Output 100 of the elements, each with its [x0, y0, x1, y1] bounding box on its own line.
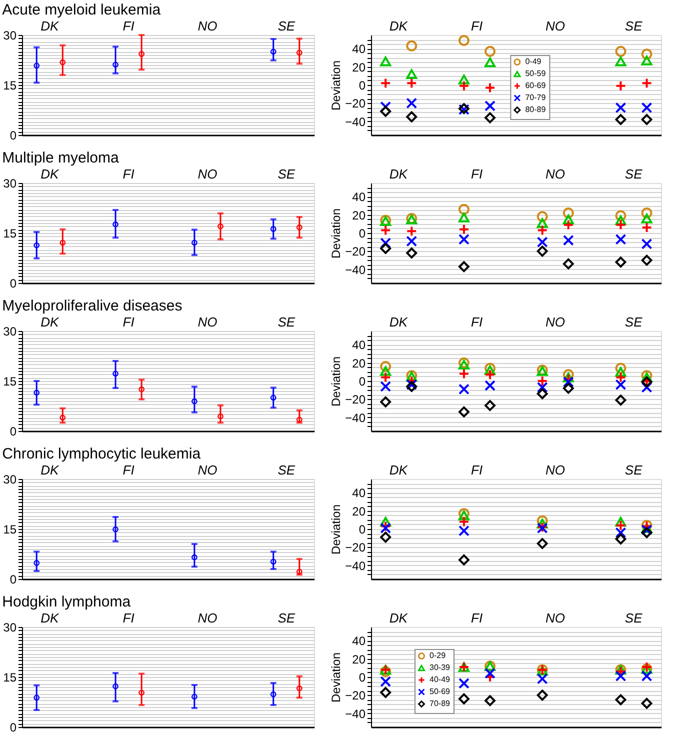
x-tick-label: SE: [278, 166, 296, 182]
x-tick-label: FI: [471, 166, 483, 182]
x-tick-label: NO: [545, 166, 565, 182]
y-tick-label: 0: [10, 720, 17, 734]
x-tick-label: NO: [545, 462, 565, 478]
x-tick-label: NO: [545, 314, 565, 330]
y-tick-label: 40: [352, 634, 366, 648]
y-tick-label: 15: [3, 78, 17, 92]
x-tick-label: FI: [471, 610, 483, 626]
y-tick-label: −20: [345, 688, 366, 703]
x-tick-label: FI: [122, 314, 135, 330]
legend-label: 50-59: [525, 69, 546, 78]
legend-label: 70-89: [430, 699, 451, 708]
x-tick-label: FI: [471, 314, 483, 330]
y-axis-title: Deviation: [329, 356, 344, 407]
x-tick-label: DK: [40, 610, 60, 626]
y-axis-title: Deviation: [329, 208, 344, 259]
x-tick-label: DK: [389, 314, 409, 330]
y-tick-label: 0: [358, 374, 366, 388]
legend-label: 30-39: [430, 663, 451, 672]
y-tick-label: 15: [3, 522, 17, 536]
chart-title: Hodgkin lymphoma: [2, 594, 132, 610]
x-tick-label: SE: [278, 462, 296, 478]
chart-title: Chronic lymphocytic leukemia: [2, 446, 202, 462]
y-tick-label: 30: [3, 620, 17, 634]
x-tick-label: DK: [389, 166, 409, 182]
y-tick-label: 20: [352, 652, 366, 666]
x-tick-label: NO: [545, 18, 565, 34]
y-tick-label: 0: [358, 670, 366, 684]
x-tick-label: FI: [122, 610, 135, 626]
x-tick-label: SE: [278, 610, 296, 626]
y-tick-label: 30: [3, 472, 17, 486]
legend-label: 60-69: [525, 81, 546, 90]
y-tick-label: −40: [345, 558, 366, 573]
y-tick-label: −20: [345, 96, 366, 111]
x-tick-label: DK: [389, 462, 409, 478]
y-tick-label: 15: [3, 374, 17, 388]
chart-title: Multiple myeloma: [2, 150, 120, 166]
y-tick-label: 40: [352, 42, 366, 56]
y-tick-label: 15: [3, 670, 17, 684]
y-tick-label: 40: [352, 486, 366, 500]
y-tick-label: 20: [352, 356, 366, 370]
y-tick-label: −20: [345, 244, 366, 259]
legend-label: 0-29: [430, 651, 446, 660]
y-tick-label: 20: [352, 208, 366, 222]
legend-label: 70-79: [525, 93, 546, 102]
y-axis-title: Deviation: [329, 60, 344, 111]
x-tick-label: NO: [198, 610, 218, 626]
legend-label: 80-89: [525, 105, 546, 114]
x-tick-label: FI: [122, 166, 135, 182]
x-tick-label: DK: [40, 462, 60, 478]
x-tick-label: SE: [624, 462, 643, 478]
y-tick-label: 30: [3, 28, 17, 42]
y-axis-title: Deviation: [329, 652, 344, 703]
x-tick-label: DK: [389, 610, 409, 626]
y-tick-label: 15: [3, 226, 17, 240]
y-tick-label: −40: [345, 410, 366, 425]
x-tick-label: SE: [624, 610, 643, 626]
x-tick-label: SE: [624, 18, 643, 34]
legend-label: 40-49: [430, 675, 451, 684]
y-tick-label: 40: [352, 190, 366, 204]
x-tick-label: NO: [198, 166, 218, 182]
y-tick-label: 0: [358, 226, 366, 240]
x-tick-label: FI: [471, 462, 483, 478]
x-tick-label: FI: [122, 462, 135, 478]
y-axis-title: Deviation: [329, 504, 344, 555]
x-tick-label: FI: [471, 18, 483, 34]
x-tick-label: NO: [198, 18, 218, 34]
chart-title: Acute myeloid leukemia: [2, 2, 162, 18]
y-tick-label: −20: [345, 540, 366, 555]
x-tick-label: FI: [122, 18, 135, 34]
legend-label: 0-49: [525, 57, 542, 66]
x-tick-label: NO: [198, 462, 218, 478]
x-tick-label: NO: [545, 610, 565, 626]
y-tick-label: 20: [352, 60, 366, 74]
y-tick-label: −40: [345, 262, 366, 277]
x-tick-label: DK: [389, 18, 409, 34]
x-tick-label: SE: [278, 314, 296, 330]
y-tick-label: −20: [345, 392, 366, 407]
x-tick-label: NO: [198, 314, 218, 330]
y-tick-label: 0: [358, 522, 366, 536]
x-tick-label: SE: [624, 314, 643, 330]
legend-label: 50-69: [430, 687, 451, 696]
y-tick-label: −40: [345, 114, 366, 129]
y-tick-label: 0: [10, 276, 17, 290]
x-tick-label: DK: [40, 18, 60, 34]
y-tick-label: 0: [10, 572, 17, 586]
y-tick-label: 0: [358, 78, 366, 92]
y-tick-label: −40: [345, 706, 366, 721]
x-tick-label: DK: [40, 314, 60, 330]
y-tick-label: 30: [3, 324, 17, 338]
y-tick-label: 0: [10, 424, 17, 438]
x-tick-label: SE: [278, 18, 296, 34]
y-tick-label: 40: [352, 338, 366, 352]
x-tick-label: SE: [624, 166, 643, 182]
y-tick-label: 20: [352, 504, 366, 518]
y-tick-label: 0: [10, 128, 17, 142]
y-tick-label: 30: [3, 176, 17, 190]
chart-title: Myeloproliferalive diseases: [2, 298, 182, 314]
x-tick-label: DK: [40, 166, 60, 182]
